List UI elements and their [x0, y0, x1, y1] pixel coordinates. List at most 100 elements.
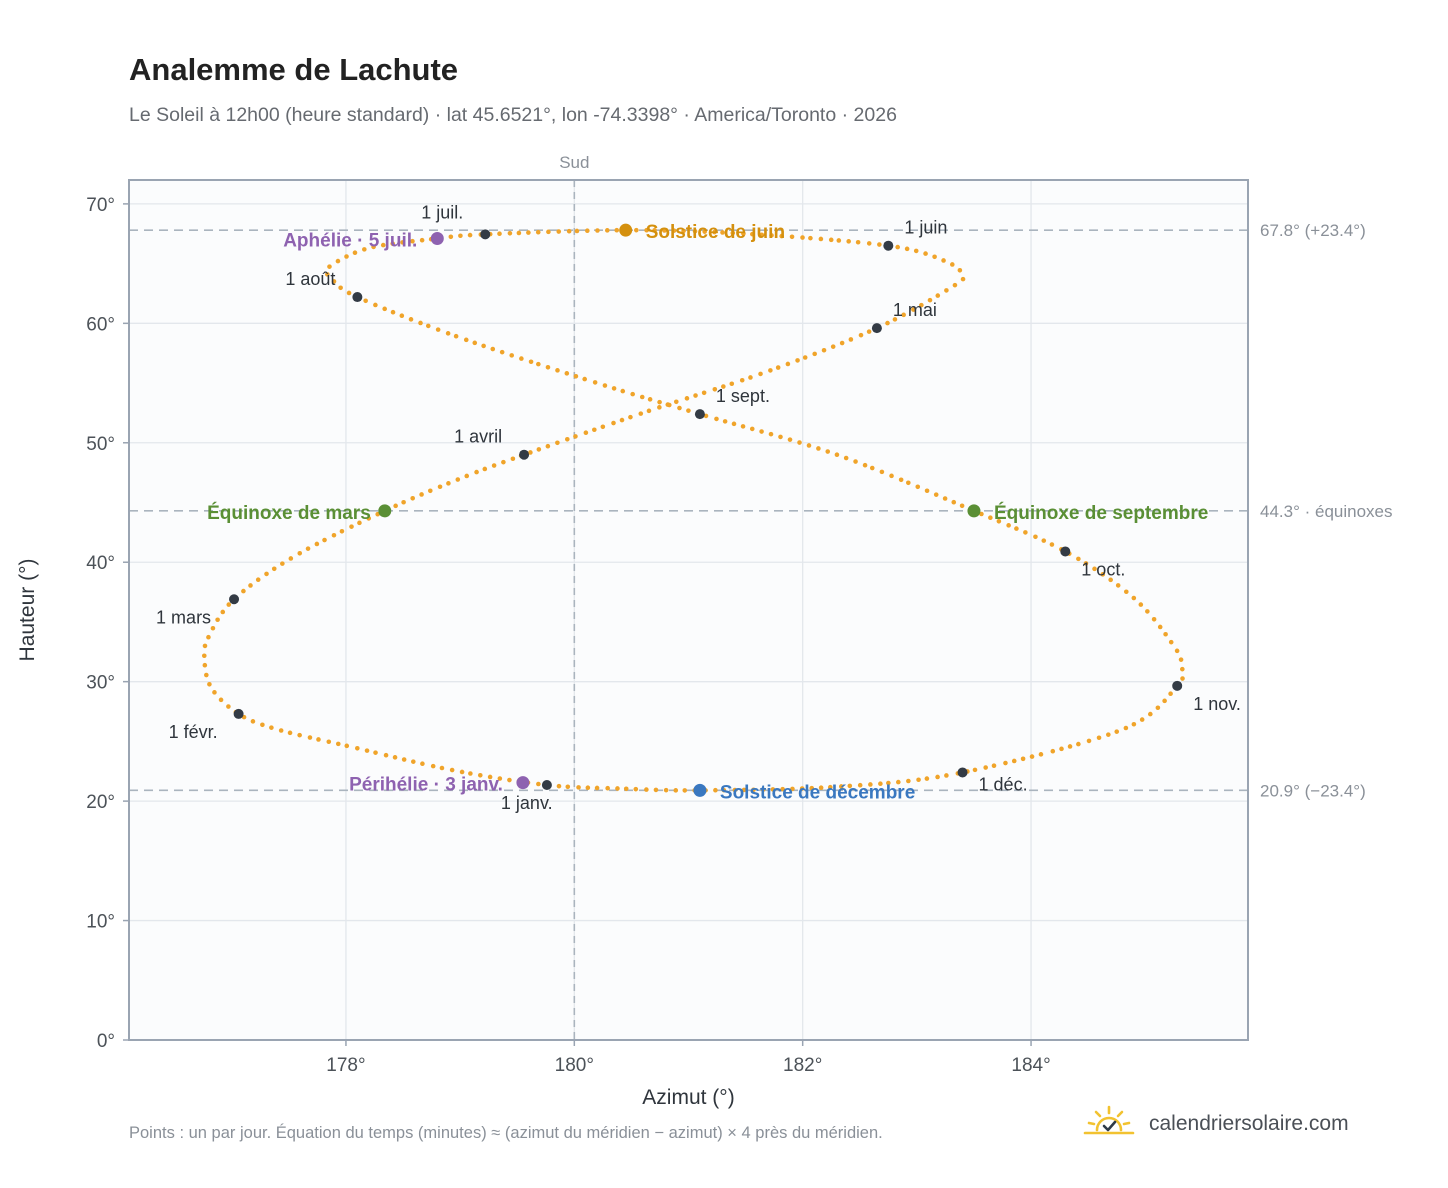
daily-point	[886, 780, 891, 786]
daily-point	[843, 455, 849, 461]
y-tick-label: 60°	[86, 314, 115, 335]
daily-point	[536, 361, 541, 367]
daily-point	[565, 436, 570, 442]
daily-point	[339, 529, 345, 534]
daily-point	[278, 728, 284, 733]
daily-point	[491, 463, 497, 468]
month-marker-label: 1 mai	[893, 300, 937, 320]
daily-point	[605, 785, 610, 791]
daily-point	[357, 520, 362, 526]
daily-point	[280, 561, 285, 566]
daily-point	[220, 609, 226, 615]
daily-point	[366, 516, 372, 521]
daily-point	[988, 515, 993, 521]
x-axis-label: Azimut (°)	[642, 1086, 734, 1109]
daily-point	[1123, 725, 1129, 731]
daily-point	[519, 356, 524, 361]
daily-point	[331, 532, 337, 538]
daily-point	[418, 320, 423, 326]
daily-point	[338, 285, 343, 291]
daily-point	[1178, 657, 1184, 662]
daily-point	[401, 499, 406, 505]
daily-point	[979, 511, 984, 517]
daily-point	[834, 452, 840, 458]
daily-point	[226, 704, 231, 709]
daily-point	[692, 228, 698, 234]
daily-point	[204, 672, 209, 678]
y-tick-label: 10°	[86, 912, 115, 933]
daily-point	[1014, 526, 1019, 531]
daily-point	[458, 233, 463, 239]
daily-point	[335, 741, 341, 747]
daily-point	[316, 737, 321, 742]
daily-point	[741, 231, 746, 236]
brand-name: calendriersolaire.com	[1149, 1112, 1349, 1135]
daily-point	[1115, 583, 1121, 588]
daily-point	[866, 329, 872, 334]
daily-point	[390, 241, 395, 246]
daily-point	[924, 776, 930, 781]
daily-point	[768, 431, 774, 437]
daily-point	[800, 235, 805, 240]
daily-point	[371, 244, 376, 250]
daily-point	[352, 250, 358, 256]
event-label: Solstice de décembre	[720, 782, 915, 803]
daily-point	[393, 503, 398, 509]
daily-point	[847, 783, 853, 789]
daily-point	[825, 449, 831, 454]
month-marker	[694, 409, 705, 420]
daily-point	[516, 230, 522, 236]
daily-point	[380, 242, 386, 248]
daily-point	[573, 434, 578, 439]
daily-point	[671, 228, 677, 233]
daily-point	[314, 541, 320, 547]
daily-point	[459, 769, 465, 775]
daily-point	[682, 788, 688, 793]
daily-point	[869, 465, 875, 471]
daily-point	[592, 380, 598, 385]
daily-point	[322, 537, 327, 543]
daily-point	[972, 767, 978, 773]
month-marker	[1172, 680, 1183, 691]
daily-point	[686, 408, 691, 413]
y-tick-label: 40°	[86, 553, 115, 574]
daily-point	[1038, 752, 1044, 757]
daily-point	[657, 399, 662, 405]
daily-point	[226, 602, 232, 607]
daily-point	[855, 239, 861, 245]
daily-point	[1123, 589, 1129, 595]
daily-point	[526, 230, 531, 235]
axis-ticks: 178° 180° 182° 184° 0° 10° 20° 30° 40° 50° 60° 70°	[86, 195, 1050, 1076]
daily-point	[507, 777, 512, 783]
daily-point	[1029, 754, 1035, 759]
daily-point	[857, 782, 863, 788]
daily-point	[1139, 717, 1145, 722]
month-marker	[352, 292, 363, 303]
daily-point	[759, 429, 764, 434]
daily-point	[809, 785, 815, 791]
daily-point	[944, 288, 949, 293]
daily-point	[913, 248, 919, 254]
daily-point	[501, 459, 506, 465]
daily-point	[952, 282, 958, 288]
month-marker-label: 1 janv.	[501, 793, 553, 813]
y-tick-label: 50°	[86, 434, 115, 455]
daily-point	[935, 293, 941, 298]
daily-point	[836, 238, 842, 243]
daily-point	[866, 241, 872, 246]
brand-logo[interactable]: calendriersolaire.com	[1083, 1102, 1349, 1146]
daily-point	[536, 447, 542, 452]
daily-point	[673, 788, 679, 793]
daily-point	[1157, 624, 1163, 630]
daily-point	[731, 421, 737, 427]
daily-point	[779, 233, 784, 239]
daily-point	[307, 735, 313, 740]
daily-point	[712, 387, 718, 392]
daily-point	[838, 784, 844, 789]
daily-point	[201, 653, 207, 659]
daily-point	[207, 681, 212, 687]
reference-line-label: 20.9° (−23.4°)	[1260, 781, 1366, 800]
daily-point	[630, 391, 635, 397]
month-marker-label: 1 juin	[904, 218, 947, 238]
daily-point	[1086, 738, 1092, 744]
